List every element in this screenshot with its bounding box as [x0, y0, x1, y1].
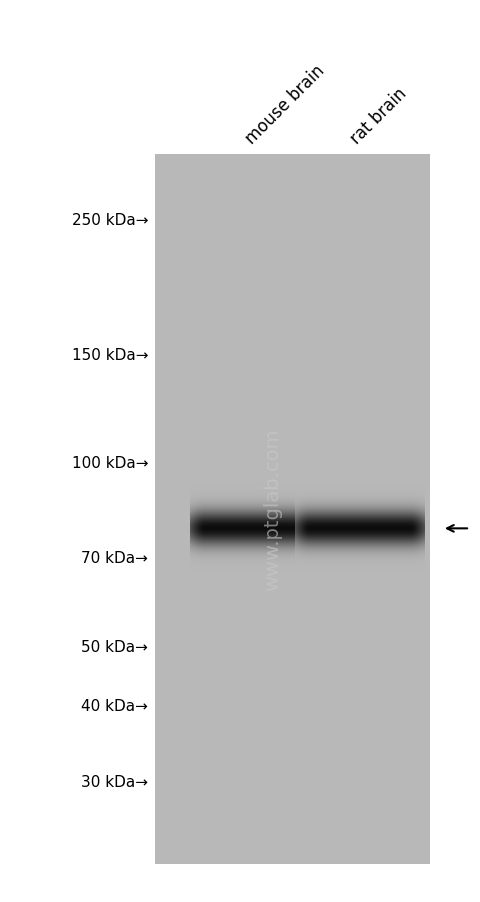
Text: rat brain: rat brain — [347, 85, 410, 148]
Text: 50 kDa→: 50 kDa→ — [81, 640, 148, 654]
Bar — [155, 155, 430, 864]
Text: www.ptglab.com: www.ptglab.com — [263, 428, 282, 591]
Text: 250 kDa→: 250 kDa→ — [72, 213, 148, 227]
Text: 150 kDa→: 150 kDa→ — [72, 348, 148, 363]
Text: 70 kDa→: 70 kDa→ — [81, 550, 148, 565]
Text: 100 kDa→: 100 kDa→ — [72, 456, 148, 471]
Text: 30 kDa→: 30 kDa→ — [81, 775, 148, 789]
Text: 40 kDa→: 40 kDa→ — [81, 698, 148, 713]
Text: mouse brain: mouse brain — [242, 62, 328, 148]
